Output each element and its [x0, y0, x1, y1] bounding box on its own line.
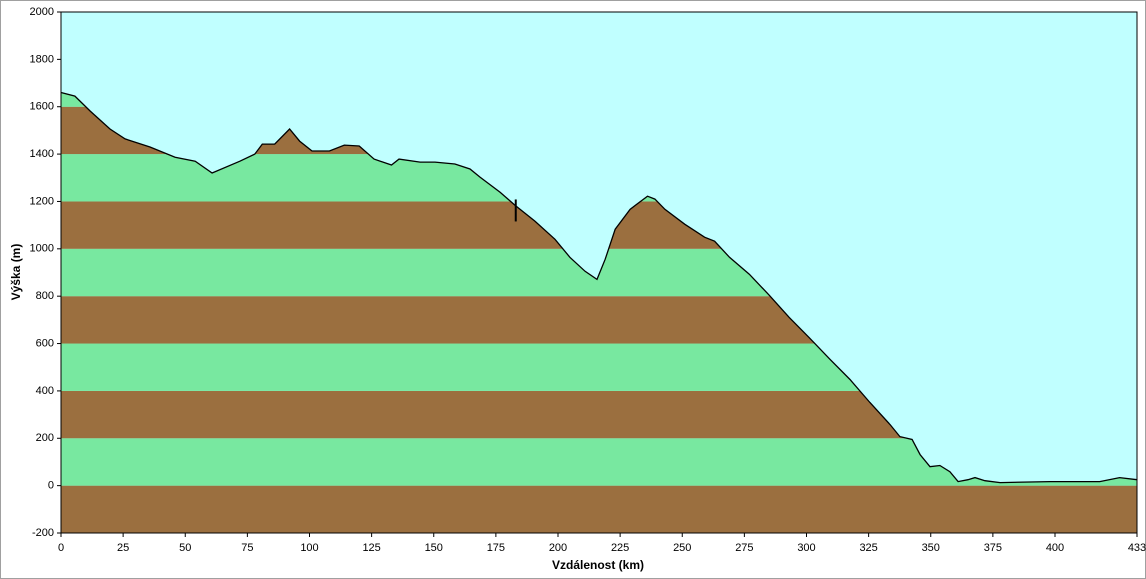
x-tick-label: 0 — [58, 542, 64, 554]
terrain-band — [61, 485, 1137, 533]
x-tick-label: 300 — [797, 542, 815, 554]
x-tick-label: 150 — [425, 542, 443, 554]
y-tick-label: 800 — [36, 290, 54, 302]
x-tick-label: 50 — [179, 542, 191, 554]
y-tick-label: 1200 — [30, 195, 54, 207]
x-tick-label: 75 — [241, 542, 253, 554]
y-axis-label: Výška (m) — [9, 244, 23, 301]
plot-border — [60, 11, 1138, 534]
x-tick-label: 325 — [859, 542, 877, 554]
y-tick-label: 1800 — [30, 53, 54, 65]
x-tick-label: 275 — [735, 542, 753, 554]
x-tick-label: 375 — [984, 542, 1002, 554]
x-tick-label: 250 — [673, 542, 691, 554]
y-tick-label: 1400 — [30, 148, 54, 160]
y-tick-label: 400 — [36, 385, 54, 397]
x-tick-label: 433 — [1128, 542, 1146, 554]
y-tick-label: 1000 — [30, 243, 54, 255]
x-tick-label: 200 — [549, 542, 567, 554]
y-tick-label: 600 — [36, 337, 54, 349]
x-tick-label: 225 — [611, 542, 629, 554]
y-tick-label: 200 — [36, 432, 54, 444]
elevation-line — [60, 91, 1138, 484]
x-tick-label: 350 — [922, 542, 940, 554]
x-tick-label: 125 — [362, 542, 380, 554]
x-tick-label: 400 — [1046, 542, 1064, 554]
x-tick-label: 175 — [487, 542, 505, 554]
y-tick-label: 0 — [48, 480, 54, 492]
y-tick-label: -200 — [32, 527, 54, 539]
x-axis-label: Vzdálenost (km) — [552, 558, 644, 572]
x-tick-label: 100 — [300, 542, 318, 554]
y-tick-label: 2000 — [30, 6, 54, 18]
x-tick-label: 25 — [117, 542, 129, 554]
y-tick-label: 1600 — [30, 101, 54, 113]
